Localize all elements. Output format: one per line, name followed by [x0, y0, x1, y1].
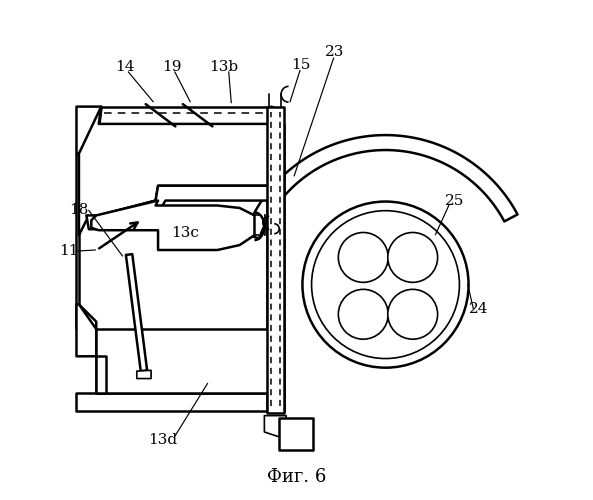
Text: 13d: 13d: [148, 434, 177, 448]
Polygon shape: [91, 200, 254, 250]
Text: 19: 19: [162, 60, 181, 74]
Text: Фиг. 6: Фиг. 6: [267, 468, 326, 486]
Polygon shape: [96, 329, 283, 394]
Polygon shape: [137, 370, 151, 378]
Polygon shape: [126, 254, 147, 371]
Polygon shape: [87, 186, 271, 229]
Circle shape: [388, 232, 438, 282]
Text: 18: 18: [69, 204, 88, 218]
Text: 13c: 13c: [171, 226, 199, 239]
Polygon shape: [267, 124, 283, 410]
Text: 14: 14: [114, 60, 134, 74]
Text: 13b: 13b: [209, 60, 238, 74]
Polygon shape: [76, 106, 101, 154]
Circle shape: [302, 202, 468, 368]
Text: 25: 25: [445, 194, 464, 207]
Polygon shape: [76, 394, 283, 410]
Polygon shape: [279, 418, 313, 450]
Polygon shape: [76, 304, 96, 329]
Text: 11: 11: [59, 244, 79, 258]
Circle shape: [339, 232, 388, 282]
Polygon shape: [271, 106, 283, 124]
Circle shape: [311, 210, 460, 358]
Circle shape: [339, 290, 388, 339]
Text: 15: 15: [291, 58, 310, 71]
Polygon shape: [245, 135, 518, 238]
Circle shape: [388, 290, 438, 339]
Polygon shape: [267, 106, 283, 413]
Polygon shape: [79, 106, 271, 235]
Polygon shape: [96, 356, 106, 394]
Polygon shape: [76, 154, 79, 304]
Polygon shape: [264, 416, 286, 437]
Polygon shape: [76, 304, 96, 356]
Text: 24: 24: [468, 302, 488, 316]
Text: 23: 23: [326, 45, 345, 59]
Polygon shape: [98, 106, 271, 124]
